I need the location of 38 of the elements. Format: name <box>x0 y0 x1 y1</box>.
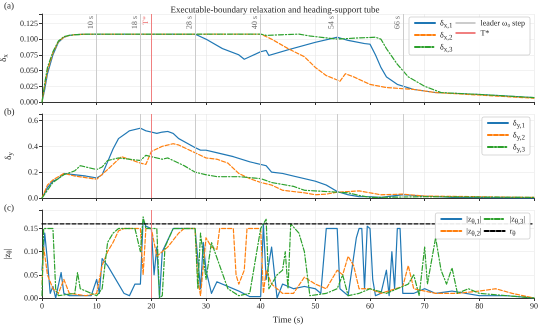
x-tick-label: 30 <box>202 302 210 310</box>
text: (c) <box>4 202 14 212</box>
y-tick-label: 0.15 <box>24 224 38 234</box>
annotation: leader ω₀ step <box>480 18 526 28</box>
y-tick-label: 0.0 <box>28 194 38 202</box>
ref-line-label: 10 s <box>86 16 96 30</box>
x-tick-label: 40 <box>256 302 265 310</box>
x-tick-label: 70 <box>420 302 429 310</box>
y-tick-label: 0.10 <box>24 247 38 256</box>
ref-line-label: 54 s <box>326 16 336 30</box>
y-tick-label: 0.2 <box>28 168 38 177</box>
y-tick-label: 0.4 <box>28 142 38 151</box>
x-tick-label: 90 <box>530 302 538 310</box>
ref-line-label: T* <box>140 16 150 25</box>
text: T* <box>480 28 490 38</box>
ref-line-label: 66 s <box>392 16 402 30</box>
x-tick-label: 50 <box>311 302 320 310</box>
x-tick-label: 80 <box>475 302 484 310</box>
x-tick-label: 0 <box>40 302 44 310</box>
x-axis-title: Time (s) <box>272 314 304 324</box>
text: (a) <box>4 0 14 10</box>
chart-title: Executable-boundary relaxation and heading-support tube <box>170 4 380 14</box>
y-tick-label: 0.6 <box>28 116 38 125</box>
y-tick-label: 0.00 <box>24 294 38 302</box>
ref-line-label: 18 s <box>130 16 139 30</box>
y-tick-label: 0.125 <box>20 18 38 28</box>
x-tick-label: 60 <box>366 302 374 310</box>
x-tick-label: 10 <box>92 302 101 310</box>
y-tick-label: 0.025 <box>20 82 38 91</box>
y-tick-label: 0.075 <box>20 50 38 60</box>
y-tick-label: 0.000 <box>20 98 38 106</box>
y-tick-label: 0.05 <box>24 270 38 280</box>
ref-line-label: 28 s <box>184 16 194 30</box>
y-tick-label: 0.100 <box>20 34 38 44</box>
ref-line-label: 40 s <box>250 16 260 30</box>
text: (b) <box>4 106 14 116</box>
x-tick-label: 20 <box>147 302 156 310</box>
y-tick-label: 0.050 <box>20 66 38 76</box>
